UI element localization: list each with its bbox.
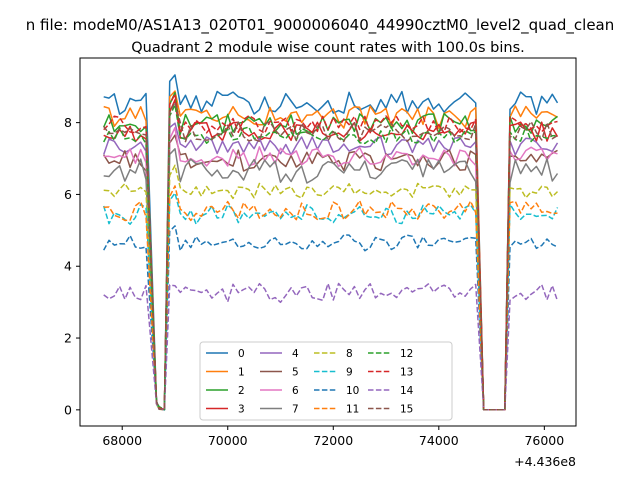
y-tick-label: 8 (64, 115, 72, 130)
x-tick-label: 76000 (524, 433, 564, 448)
legend-label-0: 0 (238, 348, 245, 360)
legend-label-13: 13 (400, 367, 413, 379)
plot-area (102, 74, 559, 411)
legend-label-2: 2 (238, 385, 245, 397)
legend-label-12: 12 (400, 348, 413, 360)
legend-label-10: 10 (346, 385, 359, 397)
legend-label-9: 9 (346, 367, 353, 379)
y-tick-label: 4 (64, 259, 72, 274)
series-line-15 (103, 101, 558, 411)
y-tick-label: 0 (64, 402, 72, 417)
axes: 68000 70000 72000 74000 76000 0 2 4 6 8 (64, 115, 564, 448)
legend-label-11: 11 (346, 404, 359, 416)
legend-label-4: 4 (292, 348, 299, 360)
legend-label-15: 15 (400, 404, 413, 416)
figure-suptitle: n file: modeM0/AS1A13_020T01_9000006040_… (26, 16, 615, 35)
series-line-13 (103, 93, 558, 411)
chart-title: Quadrant 2 module wise count rates with … (131, 40, 525, 56)
x-tick-label: 74000 (419, 433, 459, 448)
series-line-8 (103, 164, 559, 411)
x-tick-label: 70000 (208, 433, 248, 448)
legend-box (199, 341, 453, 421)
legend-label-5: 5 (292, 367, 299, 379)
legend-label-7: 7 (292, 404, 299, 416)
series-line-10 (103, 225, 558, 411)
series-line-9 (102, 192, 559, 411)
legend-label-8: 8 (346, 348, 353, 360)
legend-label-14: 14 (400, 385, 414, 397)
legend-label-6: 6 (292, 385, 299, 397)
x-offset-label: +4.436e8 (514, 454, 576, 469)
legend-label-3: 3 (238, 404, 245, 416)
legend-label-1: 1 (238, 367, 245, 379)
y-tick-label: 6 (64, 187, 72, 202)
axes-frame (79, 57, 577, 427)
x-tick-label: 72000 (313, 433, 353, 448)
y-tick-label: 2 (64, 331, 72, 346)
x-tick-label: 68000 (102, 433, 142, 448)
